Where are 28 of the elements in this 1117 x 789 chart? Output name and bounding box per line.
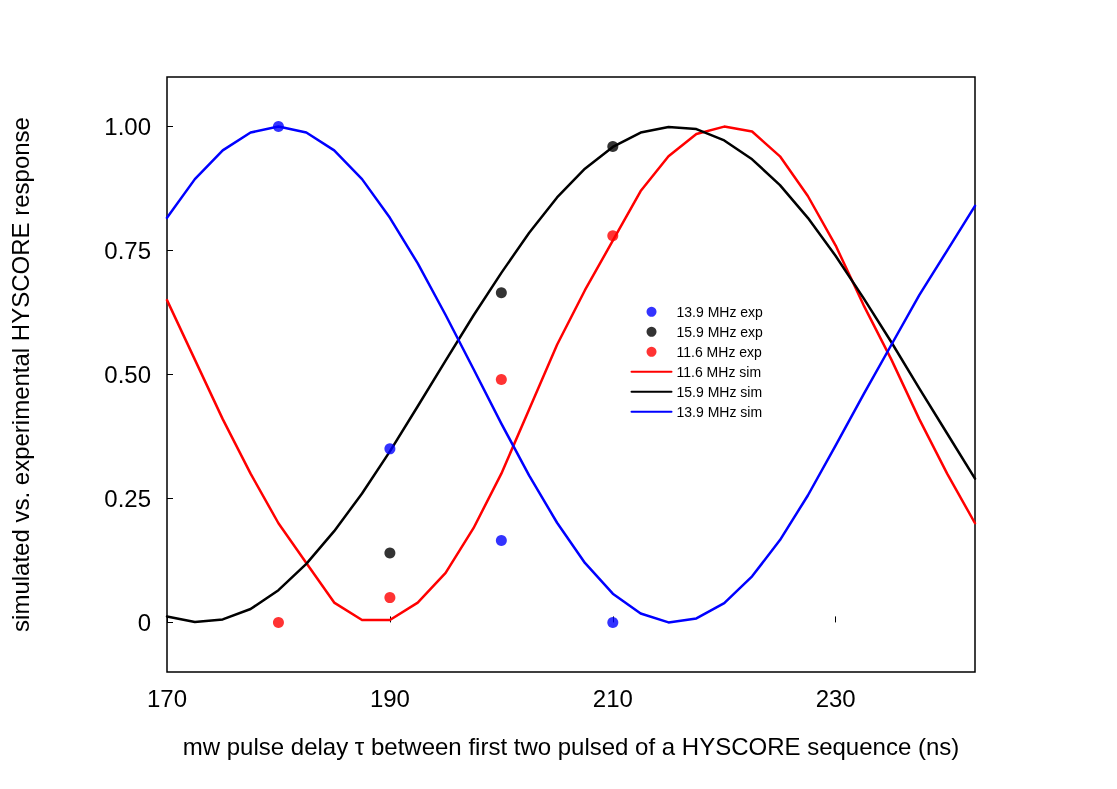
y-axis-title: simulated vs. experimental HYSCORE response [6,117,34,632]
y-tick-label: 1.00 [104,113,151,141]
point [272,616,284,628]
point [607,140,619,152]
point [607,616,619,628]
x-tick-label: 230 [815,684,856,712]
point [495,373,507,385]
point [272,121,284,133]
point [607,230,619,242]
x-tick-label: 210 [592,684,633,712]
legend-label: 11.6 MHz sim [676,363,762,380]
point [384,443,396,455]
x-tick-label: 170 [146,684,188,712]
y-tick-label: 0.75 [104,237,151,265]
legend-label: 15.9 MHz sim [676,383,763,400]
x-axis-title: mw pulse delay τ between first two pulsed of a HYSCORE sequence (ns) [182,732,960,760]
y-tick-label: 0 [137,608,151,636]
legend-label: 13.9 MHz sim [676,403,763,420]
y-tick-label: 0.25 [104,484,151,512]
y-tick-label: 0.50 [104,361,151,388]
point [495,287,507,299]
point [384,592,396,604]
legend-label: 15.9 MHz exp [676,323,764,340]
x-tick-label: 190 [369,684,410,712]
legend-label: 13.9 MHz exp [676,303,764,320]
legend-label: 11.6 MHz exp [676,343,763,360]
point [384,547,396,559]
point [495,535,507,547]
